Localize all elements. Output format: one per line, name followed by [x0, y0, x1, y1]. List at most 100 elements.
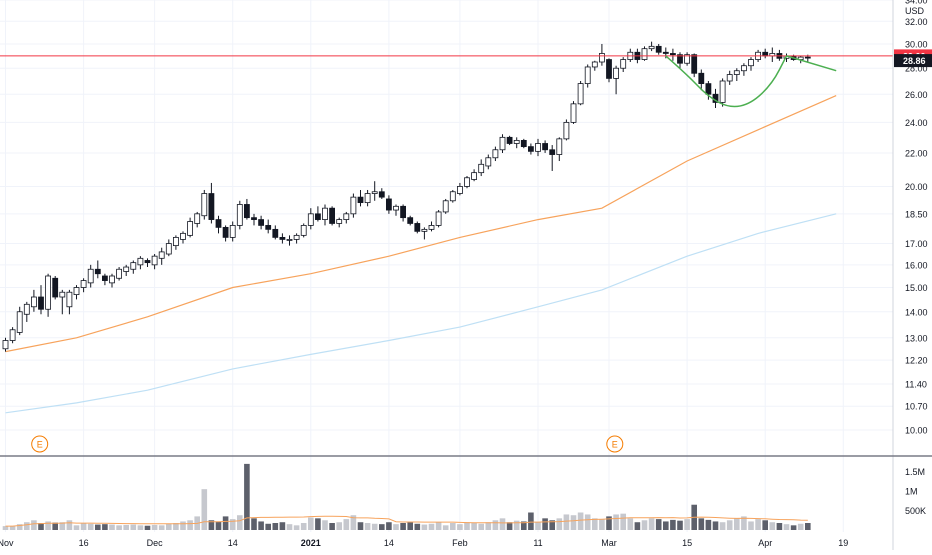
candle [435, 210, 442, 228]
candle [229, 221, 236, 242]
candle-body [279, 236, 286, 240]
currency-label: USD [905, 6, 925, 16]
candle [158, 247, 165, 265]
volume-bar [329, 523, 335, 530]
candle-body [2, 340, 9, 350]
candle [684, 52, 690, 66]
volume-bar [308, 517, 314, 530]
candle [464, 176, 470, 189]
candle [499, 134, 506, 153]
candle [691, 53, 698, 78]
candle-body [201, 193, 208, 217]
volume-bar [783, 524, 790, 530]
volume-bars [2, 463, 811, 530]
price-tick-label: 26.00 [905, 90, 928, 100]
candle-body [30, 296, 37, 308]
candle [698, 69, 705, 91]
candle-body [655, 45, 662, 53]
price-tick-label: 22.00 [905, 148, 928, 158]
candle-body [698, 72, 705, 85]
candle-body [513, 140, 520, 144]
volume-bar [336, 522, 342, 530]
last-price-badge [894, 54, 932, 68]
volume-bar [16, 524, 23, 530]
volume-bar [663, 521, 669, 530]
candle [286, 235, 293, 246]
volume-bar [386, 522, 392, 530]
candle-body [613, 67, 619, 79]
volume-bar [52, 522, 58, 530]
volume-bar [315, 518, 321, 530]
price-tick-label: 10.00 [905, 425, 928, 435]
candle [2, 337, 9, 352]
candle-body [662, 51, 669, 54]
candle-body [691, 54, 698, 74]
candle-body [293, 234, 300, 240]
candle-body [677, 54, 683, 64]
candle [165, 239, 172, 257]
candle [535, 138, 541, 157]
candle [243, 198, 250, 220]
candle-body [243, 204, 250, 219]
volume-bar [748, 521, 754, 530]
candle-body [520, 140, 527, 148]
volume-bar [492, 520, 499, 530]
candle [726, 70, 733, 85]
volume-bar [805, 523, 811, 530]
candle [371, 181, 378, 201]
volume-bar [627, 518, 634, 530]
volume-bar [542, 518, 548, 530]
candle-body [400, 205, 407, 219]
price-tick-label: 11.40 [905, 379, 927, 389]
volume-bar [570, 515, 577, 530]
volume-bar [24, 522, 30, 530]
candle-body [322, 207, 328, 220]
candle-body [80, 280, 87, 288]
candle [30, 289, 37, 312]
volume-bar [790, 525, 797, 530]
candle-body [599, 53, 605, 63]
earnings-marker-label: E [612, 440, 618, 450]
volume-bar [528, 512, 534, 530]
price-tick-label: 10.70 [905, 402, 928, 412]
candle [109, 273, 115, 288]
candle [116, 267, 122, 281]
candle-body [38, 296, 44, 310]
candle-body [670, 53, 676, 56]
candle-body [435, 211, 442, 226]
candle [428, 221, 435, 232]
candle [329, 206, 336, 226]
volume-bar [741, 516, 747, 530]
candle [393, 204, 399, 216]
candle-body [648, 45, 655, 50]
candle-body [442, 200, 449, 213]
candle-body [456, 186, 463, 194]
volume-bar [698, 518, 705, 530]
candle-body [492, 149, 499, 159]
volume-bar [442, 525, 449, 530]
candle-body [59, 291, 66, 298]
candle-body [449, 191, 456, 202]
candle [222, 225, 229, 242]
volume-bar [769, 522, 776, 530]
candle-body [9, 329, 16, 341]
candle-body [52, 277, 59, 298]
volume-bar [414, 523, 421, 530]
candle [187, 217, 194, 238]
candle [208, 182, 215, 224]
grid [0, 0, 893, 532]
candle-body [719, 80, 726, 103]
volume-bar [521, 521, 527, 530]
volume-bar [379, 524, 385, 530]
volume-bar [357, 522, 364, 530]
candle [471, 169, 478, 182]
candle [563, 119, 570, 141]
price-axis: USD 34.00 32.00 30.00 28.00 26.00 24.00 22.00 2… [892, 0, 928, 550]
candle [343, 211, 350, 224]
candle-body [464, 177, 470, 187]
candle [385, 195, 392, 214]
candle-body [144, 260, 151, 264]
earnings-marker-label: E [37, 440, 43, 450]
